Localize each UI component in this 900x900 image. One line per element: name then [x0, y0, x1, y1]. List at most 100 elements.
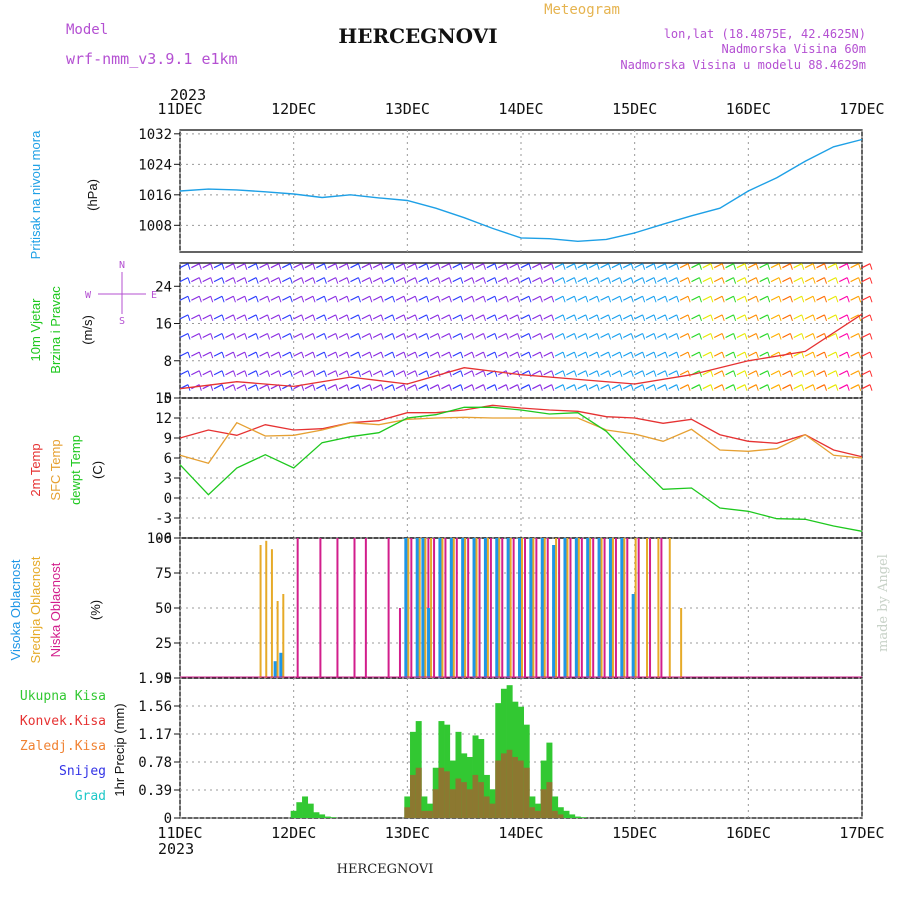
wind-barb	[497, 351, 507, 357]
wind-barb	[407, 314, 416, 320]
wind-barb-flag	[392, 277, 396, 284]
wind-barb-flag	[733, 314, 737, 322]
precip-ytick-label: 0	[164, 811, 172, 827]
wind-barb-flag	[721, 277, 725, 284]
wind-barb	[588, 263, 598, 269]
temp-ytick-label: 6	[164, 451, 172, 467]
wind-barb-flag	[437, 314, 441, 322]
wind-barb	[736, 277, 746, 283]
wind-barb	[748, 332, 757, 339]
wind-barb-flag	[789, 263, 793, 270]
wind-barb-flag	[630, 263, 634, 270]
wind-barb	[816, 384, 825, 390]
wind-barb	[679, 295, 689, 301]
wind-barb	[645, 277, 655, 283]
wind-barb-flag	[198, 263, 202, 270]
wind-barb-flag	[380, 351, 384, 359]
wind-barb-flag	[642, 314, 646, 322]
precip-conv-bar	[432, 789, 439, 818]
wind-barb-flag	[392, 370, 396, 377]
wind-barb	[509, 263, 518, 269]
precip-conv-bar	[523, 767, 530, 818]
wind-barb	[566, 295, 575, 301]
wind-barb	[361, 263, 371, 269]
cloud-ytick-label: 75	[155, 566, 172, 582]
wind-barb	[611, 277, 621, 283]
wind-barb	[259, 314, 268, 320]
temp-ylabel-1: 2m Temp	[28, 443, 43, 496]
pressure-ytick-label: 1032	[138, 127, 172, 143]
wind-barb	[316, 384, 325, 390]
lonlat-label: lon,lat (18.4875E, 42.4625N)	[664, 27, 866, 41]
wind-barb	[191, 351, 200, 357]
wind-barb-flag	[403, 277, 407, 284]
wind-barb-flag	[483, 351, 487, 359]
wind-barb-flag	[562, 277, 566, 284]
wind-barb	[418, 314, 427, 320]
wind-barb	[395, 277, 405, 283]
cloud-mid-bar	[418, 538, 421, 678]
wind-barb	[816, 263, 825, 269]
wind-barb	[623, 384, 632, 390]
precip-conv-bar	[478, 782, 485, 818]
wind-barb-flag	[573, 333, 577, 340]
wind-barb-flag	[483, 296, 487, 303]
wind-ytick-label: 0	[164, 391, 172, 407]
wind-barb-flag	[471, 370, 475, 377]
wind-barb	[407, 277, 416, 283]
temp-dewpt-line	[179, 406, 863, 532]
wind-barb	[838, 370, 848, 376]
wind-barb-flag	[335, 351, 339, 359]
wind-barb	[282, 384, 291, 390]
wind-barb	[804, 295, 814, 301]
wind-barb	[361, 351, 371, 357]
wind-barb-flag	[778, 277, 782, 284]
precip-total-bar	[552, 796, 559, 818]
wind-barb-flag	[471, 333, 475, 340]
wind-barb	[486, 314, 496, 320]
wind-barb	[338, 314, 348, 320]
model-label: Model	[66, 22, 108, 38]
wind-barb-flag	[346, 314, 350, 322]
wind-barb	[679, 332, 689, 339]
cloud-mid-bar	[566, 538, 569, 678]
wind-barb-flag	[312, 333, 316, 340]
wind-barb-flag	[267, 296, 271, 303]
wind-barb	[270, 295, 280, 301]
wind-barb	[600, 332, 609, 339]
wind-barb-flag	[801, 277, 805, 284]
cloud-low-bar	[524, 538, 526, 678]
footer-station: HERCEGNOVI	[337, 862, 434, 877]
cloud-ylabel-2: Srednja Oblacnost	[28, 556, 43, 663]
wind-barb-flag	[801, 370, 805, 377]
wind-barb-flag	[539, 351, 543, 359]
wind-barb-flag	[471, 296, 475, 303]
wind-barb	[327, 384, 337, 390]
wind-barb-flag	[232, 277, 236, 284]
wind-barb	[634, 384, 643, 390]
wind-barb	[725, 370, 734, 376]
cloud-ytick-label: 100	[147, 531, 172, 547]
wind-barb	[770, 384, 780, 390]
wind-barb	[543, 277, 553, 283]
wind-barb	[668, 332, 678, 339]
cloud-low-bar	[336, 538, 339, 678]
wind-barb	[372, 295, 382, 301]
precip-legend-snow: Snijeg	[59, 764, 106, 779]
precip-conv-bar	[495, 760, 502, 818]
cloud-low-bar	[512, 538, 515, 678]
wind-barb	[770, 277, 780, 283]
wind-barb-flag	[392, 296, 396, 303]
wind-barb	[816, 351, 825, 357]
precip-conv-bar	[489, 803, 496, 818]
wind-barb-flag	[744, 263, 748, 270]
wind-barb	[691, 351, 700, 357]
wind-barb-flag	[710, 370, 714, 377]
wind-barb-flag	[744, 351, 748, 359]
wind-barb	[225, 351, 234, 357]
temp-ytick-label: -6	[155, 531, 172, 547]
cloud-mid-bar	[430, 538, 433, 678]
cloud-low-bar	[364, 538, 367, 678]
cloud-high-bar	[586, 538, 591, 678]
